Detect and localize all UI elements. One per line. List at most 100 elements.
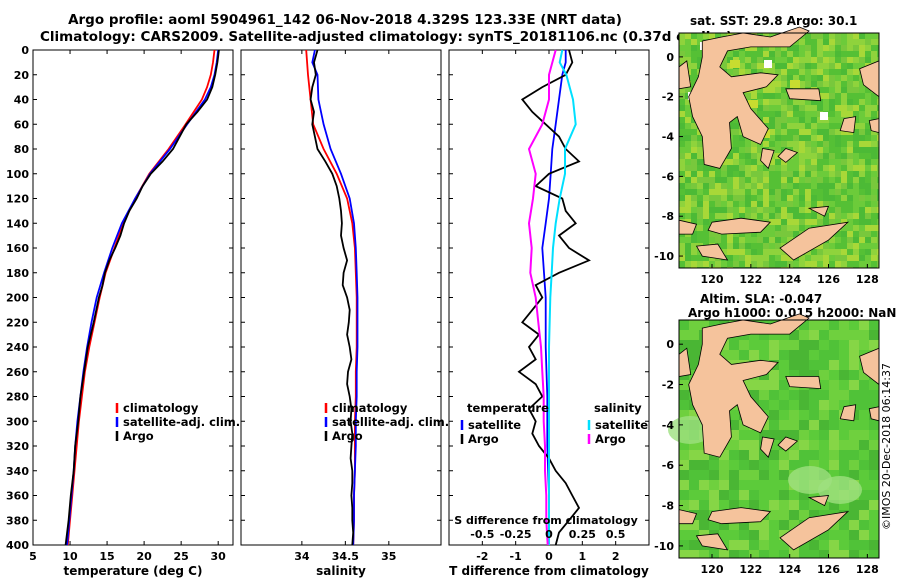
sea-pixel: [811, 135, 817, 141]
sea-pixel: [799, 39, 805, 45]
sea-pixel: [817, 141, 823, 147]
warm-pixel: [730, 60, 740, 68]
sea-pixel: [865, 105, 871, 111]
warm-pixel: [748, 100, 758, 108]
sea-pixel: [841, 63, 847, 69]
sea-pixel: [805, 165, 811, 171]
sea-pixel: [699, 460, 709, 470]
sea-pixel: [745, 69, 751, 75]
sea-pixel: [733, 141, 739, 147]
sea-pixel: [769, 105, 775, 111]
sea-pixel: [757, 243, 763, 249]
sea-pixel: [715, 261, 721, 267]
sea-pixel: [859, 550, 869, 558]
sea-pixel: [829, 105, 835, 111]
sea-pixel: [829, 51, 835, 57]
sea-pixel: [775, 177, 781, 183]
sea-pixel: [869, 450, 879, 460]
sea-pixel: [739, 69, 745, 75]
sea-pixel: [679, 330, 689, 340]
sea-pixel: [847, 93, 853, 99]
sea-pixel: [739, 520, 749, 530]
sea-pixel: [745, 141, 751, 147]
sea-pixel: [859, 370, 869, 380]
sea-pixel: [751, 51, 757, 57]
sea-pixel: [763, 183, 769, 189]
sea-pixel: [715, 207, 721, 213]
sea-pixel: [787, 201, 793, 207]
sea-pixel: [779, 340, 789, 350]
sea-pixel: [763, 87, 769, 93]
sea-pixel: [781, 207, 787, 213]
sea-pixel: [793, 225, 799, 231]
sea-pixel: [823, 99, 829, 105]
sea-pixel: [809, 340, 819, 350]
sea-pixel: [715, 231, 721, 237]
sea-pixel: [865, 153, 871, 159]
sea-pixel: [769, 165, 775, 171]
sea-pixel: [829, 249, 835, 255]
sea-pixel: [859, 261, 865, 267]
land-island: [777, 436, 799, 452]
sea-pixel: [775, 123, 781, 129]
sea-pixel: [871, 51, 877, 57]
sea-pixel: [763, 141, 769, 147]
sea-pixel: [853, 51, 859, 57]
sea-pixel: [769, 530, 779, 540]
sea-pixel: [733, 231, 739, 237]
panel-salinity: [240, 49, 442, 546]
sea-pixel: [799, 147, 805, 153]
sea-pixel: [727, 159, 733, 165]
sea-pixel: [709, 470, 719, 480]
sea-pixel: [859, 440, 869, 450]
sea-pixel: [817, 63, 823, 69]
xtick-label-difference: 2: [612, 550, 620, 563]
sea-pixel: [859, 111, 865, 117]
sea-pixel: [829, 75, 835, 81]
sea-pixel: [685, 99, 691, 105]
sea-pixel: [679, 243, 685, 249]
sea-pixel: [739, 540, 749, 550]
sea-pixel: [847, 33, 853, 39]
sea-pixel: [749, 480, 759, 490]
sea-pixel: [685, 195, 691, 201]
sea-pixel: [799, 410, 809, 420]
sea-pixel: [775, 237, 781, 243]
sea-pixel: [679, 153, 685, 159]
sea-pixel: [819, 430, 829, 440]
sea-pixel: [829, 550, 839, 558]
sea-pixel: [787, 75, 793, 81]
sea-pixel: [703, 225, 709, 231]
sea-pixel: [809, 430, 819, 440]
sea-pixel: [779, 500, 789, 510]
sea-pixel: [787, 129, 793, 135]
sea-pixel: [709, 207, 715, 213]
sea-pixel: [847, 153, 853, 159]
sea-pixel: [859, 195, 865, 201]
sea-pixel: [739, 460, 749, 470]
sea-pixel: [733, 243, 739, 249]
sea-pixel: [781, 51, 787, 57]
sea-pixel: [865, 45, 871, 51]
sea-pixel: [817, 153, 823, 159]
sea-pixel: [793, 135, 799, 141]
sea-pixel: [841, 249, 847, 255]
sea-pixel: [769, 51, 775, 57]
sea-pixel: [699, 320, 709, 330]
xtick-label-difference: -2: [476, 550, 488, 563]
sea-pixel: [799, 550, 809, 558]
sea-pixel: [853, 189, 859, 195]
series-salinity-argo: [309, 49, 355, 546]
sea-pixel: [829, 171, 835, 177]
sea-pixel: [829, 420, 839, 430]
sea-pixel: [757, 207, 763, 213]
sea-pixel: [877, 183, 879, 189]
sea-pixel: [865, 165, 871, 171]
sea-pixel: [721, 171, 727, 177]
sea-pixel: [809, 460, 819, 470]
sea-pixel: [779, 410, 789, 420]
sea-pixel: [757, 249, 763, 255]
sea-pixel: [853, 105, 859, 111]
sea-pixel: [757, 45, 763, 51]
sea-pixel: [751, 189, 757, 195]
